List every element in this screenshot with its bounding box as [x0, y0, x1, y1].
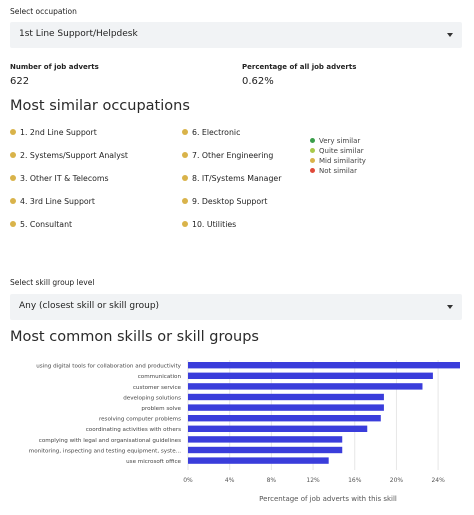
- chevron-down-icon: [447, 305, 453, 309]
- category-label: coordinating activities with others: [86, 427, 181, 433]
- similarity-dot-icon: [182, 198, 188, 204]
- similar-occupation-item: 9. Desktop Support: [182, 197, 267, 206]
- bar: [188, 404, 384, 411]
- category-label: using digital tools for collaboration an…: [36, 364, 181, 370]
- similar-occupation-label: 10. Utilities: [192, 220, 237, 229]
- similar-occupations-title: Most similar occupations: [10, 98, 190, 114]
- similar-occupation-label: 6. Electronic: [192, 128, 241, 137]
- chevron-down-icon: [447, 33, 453, 37]
- similar-occupation-label: 4. 3rd Line Support: [20, 197, 95, 206]
- adverts-count-value: 622: [10, 76, 30, 87]
- adverts-count-label: Number of job adverts: [10, 63, 99, 71]
- bar: [188, 383, 423, 390]
- skills-bar-chart: using digital tools for collaboration an…: [29, 360, 460, 503]
- x-tick-label: 24%: [431, 477, 445, 484]
- category-label: use microsoft office: [126, 459, 181, 465]
- x-tick-label: 0%: [183, 477, 193, 484]
- legend-label: Not similar: [319, 167, 357, 175]
- legend-dot-icon: [310, 148, 315, 153]
- bar: [188, 446, 343, 454]
- x-tick-label: 16%: [348, 477, 362, 484]
- x-tick-label: 4%: [225, 477, 235, 484]
- adverts-percentage-value: 0.62%: [242, 76, 274, 87]
- bar: [188, 425, 368, 432]
- occupation-select-label: Select occupation: [10, 7, 77, 16]
- skill-group-select-value: Any (closest skill or skill group): [19, 301, 160, 311]
- similarity-dot-icon: [182, 175, 188, 181]
- bar: [188, 362, 460, 369]
- skill-group-select-label: Select skill group level: [10, 278, 95, 287]
- similarity-dot-icon: [10, 198, 16, 204]
- similar-occupation-item: 6. Electronic: [182, 128, 240, 137]
- category-label: communication: [138, 374, 182, 380]
- similar-occupation-item: 1. 2nd Line Support: [10, 128, 97, 137]
- similar-occupation-item: 10. Utilities: [182, 220, 236, 229]
- similar-occupation-item: 4. 3rd Line Support: [10, 197, 95, 206]
- legend-dot-icon: [310, 138, 315, 143]
- legend-dot-icon: [310, 158, 315, 163]
- occupation-select[interactable]: 1st Line Support/Helpdesk: [10, 22, 462, 48]
- similar-occupation-item: 8. IT/Systems Manager: [182, 174, 281, 183]
- similar-occupation-label: 8. IT/Systems Manager: [192, 174, 282, 183]
- skill-group-select[interactable]: Any (closest skill or skill group): [10, 294, 462, 320]
- similar-occupation-label: 2. Systems/Support Analyst: [20, 151, 128, 160]
- similar-occupation-label: 9. Desktop Support: [192, 197, 268, 206]
- similarity-dot-icon: [10, 175, 16, 181]
- similar-occupation-item: 5. Consultant: [10, 220, 72, 229]
- category-label: customer service: [133, 385, 182, 391]
- x-axis-label: Percentage of job adverts with this skil…: [259, 495, 397, 503]
- category-label: complying with legal and organisational …: [39, 438, 181, 444]
- bar: [188, 457, 329, 464]
- category-label: monitoring, inspecting and testing equip…: [29, 448, 181, 454]
- similarity-dot-icon: [182, 221, 188, 227]
- similar-occupation-label: 1. 2nd Line Support: [20, 128, 97, 137]
- category-label: developing solutions: [123, 395, 181, 401]
- similarity-dot-icon: [182, 152, 188, 158]
- x-tick-label: 12%: [306, 477, 320, 484]
- bar: [188, 436, 343, 443]
- similar-occupation-item: 2. Systems/Support Analyst: [10, 151, 128, 160]
- similar-occupation-item: 3. Other IT & Telecoms: [10, 174, 109, 183]
- occupation-select-value: 1st Line Support/Helpdesk: [19, 29, 138, 39]
- x-tick-label: 8%: [267, 477, 277, 484]
- legend-item: Very similar: [310, 137, 360, 145]
- bar: [188, 415, 381, 422]
- skills-title: Most common skills or skill groups: [10, 329, 259, 345]
- similarity-dot-icon: [182, 129, 188, 135]
- similar-occupation-label: 5. Consultant: [20, 220, 73, 229]
- adverts-percentage-label: Percentage of all job adverts: [242, 63, 357, 71]
- category-label: resolving computer problems: [99, 417, 181, 423]
- legend-item: Not similar: [310, 167, 357, 175]
- legend-label: Very similar: [319, 137, 361, 145]
- similarity-dot-icon: [10, 152, 16, 158]
- similar-occupation-label: 7. Other Engineering: [192, 151, 274, 160]
- similarity-dot-icon: [10, 221, 16, 227]
- bar: [188, 372, 433, 379]
- legend-item: Quite similar: [310, 147, 364, 155]
- legend-label: Mid similarity: [319, 157, 366, 165]
- similar-occupation-item: 7. Other Engineering: [182, 151, 273, 160]
- category-label: problem solve: [141, 406, 181, 412]
- legend-label: Quite similar: [319, 147, 364, 155]
- legend-dot-icon: [310, 168, 315, 173]
- x-tick-label: 20%: [390, 477, 404, 484]
- similarity-dot-icon: [10, 129, 16, 135]
- similar-occupation-label: 3. Other IT & Telecoms: [20, 174, 109, 183]
- bar: [188, 393, 384, 401]
- legend-item: Mid similarity: [310, 157, 366, 165]
